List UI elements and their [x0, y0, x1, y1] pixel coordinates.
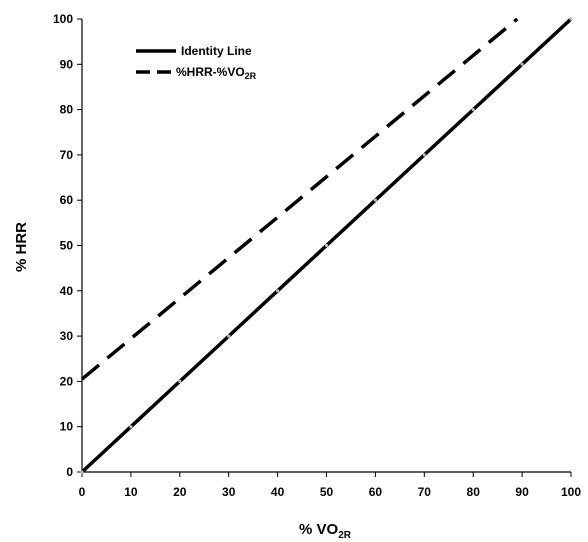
y-tick-label: 30 — [60, 329, 74, 343]
data-point — [276, 289, 280, 293]
legend-label-main: Identity Line — [181, 44, 252, 58]
legend-label-sub: 2R — [245, 71, 257, 81]
data-point — [227, 334, 231, 338]
x-tick-label: 60 — [369, 485, 383, 499]
series-line-hrr-vo2r — [80, 17, 519, 381]
x-tick-label: 0 — [79, 485, 86, 499]
legend-label: %HRR-%VO2R — [176, 65, 257, 81]
y-tick-label: 20 — [60, 374, 74, 388]
y-tick-label: 0 — [66, 465, 73, 479]
data-point — [178, 379, 182, 383]
x-tick-label: 20 — [173, 485, 187, 499]
data-point — [80, 470, 84, 474]
x-tick-label: 70 — [418, 485, 432, 499]
data-point — [373, 198, 377, 202]
y-tick-label: 10 — [60, 420, 74, 434]
data-point — [569, 17, 573, 21]
x-tick-label: 100 — [561, 485, 581, 499]
y-tick-label: 100 — [53, 12, 73, 26]
series — [80, 17, 573, 474]
y-tick-label: 90 — [60, 57, 74, 71]
y-axis-title: % HRR — [13, 222, 30, 272]
x-tick-label: 90 — [515, 485, 529, 499]
data-point — [471, 108, 475, 112]
data-point — [422, 153, 426, 157]
y-tick-label: 80 — [60, 103, 74, 117]
x-axis-title-sub: 2R — [338, 530, 352, 541]
y-tick-label: 70 — [60, 148, 74, 162]
x-tick-label: 30 — [222, 485, 236, 499]
x-tick-label: 80 — [467, 485, 481, 499]
x-tick-label: 40 — [271, 485, 285, 499]
x-axis-title-main: % VO — [299, 521, 339, 538]
y-tick-label: 40 — [60, 284, 74, 298]
y-tick-label: 50 — [60, 239, 74, 253]
y-tick-label: 60 — [60, 193, 74, 207]
ticks: 0 10 20 30 40 50 60 70 80 90 100 0 10 20 30 40 50 60 70 80 9… — [53, 12, 581, 499]
legend-label-main: %HRR-%VO — [176, 65, 245, 79]
x-tick-label: 10 — [124, 485, 138, 499]
x-tick-label: 50 — [320, 485, 334, 499]
x-axis-title: % VO2R — [299, 521, 352, 541]
legend-label: Identity Line — [181, 44, 252, 58]
data-point — [520, 62, 524, 66]
legend: Identity Line %HRR-%VO2R — [136, 44, 257, 81]
data-point — [129, 425, 133, 429]
data-point — [324, 243, 329, 248]
